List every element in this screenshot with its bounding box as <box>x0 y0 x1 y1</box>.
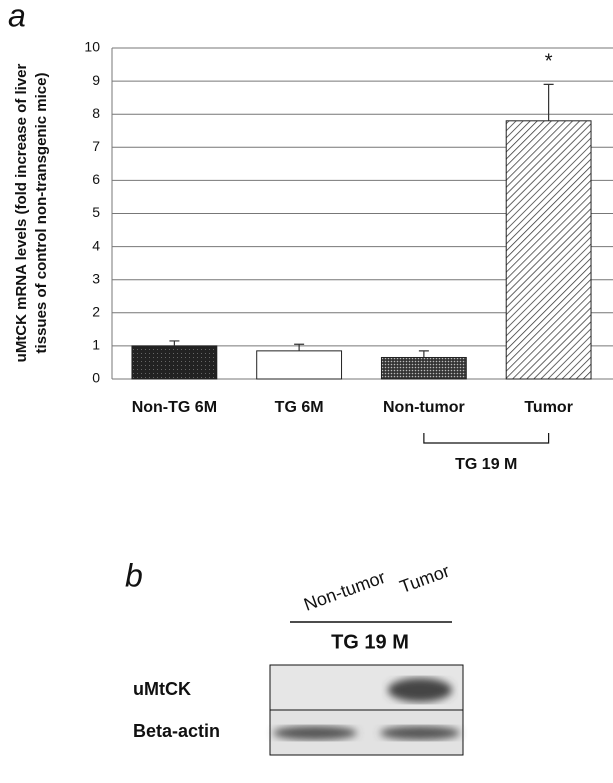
y-tick-label: 3 <box>92 270 100 286</box>
group-bracket <box>424 433 549 443</box>
figure: a uMtCK mRNA levels (fold increase of li… <box>0 0 613 783</box>
x-tick-label: Tumor <box>524 399 573 416</box>
y-axis-label: uMtCK mRNA levels (fold increase of live… <box>13 63 50 362</box>
bar <box>132 346 217 379</box>
panel-label: a <box>8 0 26 33</box>
y-tick-label: 1 <box>92 337 100 353</box>
y-tick-label: 8 <box>92 105 100 121</box>
annotation: * <box>545 51 553 73</box>
lane-label: Non-tumor <box>301 567 388 615</box>
row-label: Beta-actin <box>133 721 220 741</box>
y-label-line: uMtCK mRNA levels (fold increase of live… <box>13 63 30 362</box>
bar <box>257 351 342 379</box>
bar <box>506 121 591 379</box>
band <box>388 678 452 702</box>
group-label: TG 19 M <box>331 631 409 653</box>
error-bar <box>169 341 179 346</box>
band <box>380 726 460 740</box>
y-tick-label: 7 <box>92 138 100 154</box>
group-label: TG 19 M <box>455 456 517 473</box>
y-tick-label: 4 <box>92 237 100 253</box>
y-tick-label: 5 <box>92 204 100 220</box>
row-label: uMtCK <box>133 679 191 699</box>
lane-label: Tumor <box>397 561 452 597</box>
bar <box>381 357 466 379</box>
error-bar <box>294 344 304 351</box>
x-tick-label: Non-TG 6M <box>132 399 217 416</box>
panel-label: b <box>125 557 143 593</box>
y-tick-label: 2 <box>92 304 100 320</box>
y-tick-label: 10 <box>84 39 100 55</box>
error-bar <box>544 84 554 120</box>
band <box>273 726 357 740</box>
x-tick-label: TG 6M <box>275 399 324 416</box>
error-bar <box>419 351 429 358</box>
y-tick-label: 6 <box>92 171 100 187</box>
plot: 0 1 2 3 4 5 6 7 8 9 10 Non-TG 6M TG 6M Non-tumor Tumor… <box>84 39 613 474</box>
y-label-line: tissues of control non-transgenic mice) <box>33 73 50 354</box>
y-tick-label: 0 <box>92 370 100 386</box>
y-tick-label: 9 <box>92 72 100 88</box>
x-tick-label: Non-tumor <box>383 399 465 416</box>
